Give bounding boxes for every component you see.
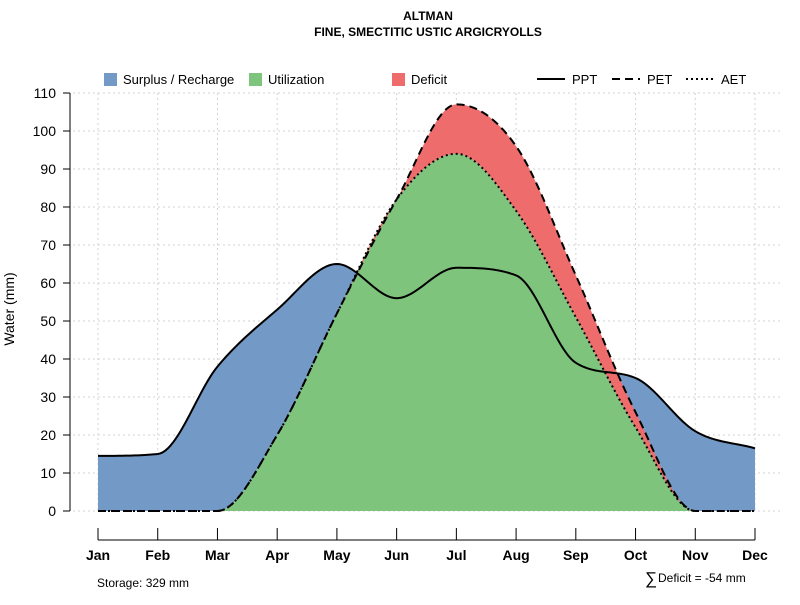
deficit-symbol: ∑: [645, 569, 657, 588]
x-tick-label: Nov: [682, 547, 709, 563]
y-axis-label: Water (mm): [1, 272, 17, 345]
y-tick-label: 20: [40, 427, 56, 443]
x-tick-label: Jul: [446, 547, 466, 563]
legend-swatch: [249, 73, 262, 86]
chart-subtitle: FINE, SMECTITIC USTIC ARGICRYOLLS: [314, 25, 542, 39]
x-tick-label: Apr: [265, 547, 290, 563]
y-tick-label: 70: [40, 237, 56, 253]
chart-title: ALTMAN: [403, 9, 453, 23]
series-line-ppt: [97, 262, 756, 457]
x-tick-label: Jan: [86, 547, 110, 563]
x-tick-label: Sep: [563, 547, 589, 563]
axes: 0 10 20 30 40 50 60 70 80 90 100 110 Jan Feb Mar Apr May…: [33, 85, 768, 563]
y-tick-label: 50: [40, 313, 56, 329]
legend-swatch: [104, 73, 117, 86]
y-tick-label: 40: [40, 351, 56, 367]
legend-label: Utilization: [268, 72, 324, 87]
legend-label: PET: [647, 72, 672, 87]
deficit-annotation: Deficit = -54 mm: [658, 571, 746, 585]
storage-annotation: Storage: 329 mm: [97, 576, 189, 590]
x-tick-label: Jun: [384, 547, 409, 563]
utilization-area: [98, 153, 755, 512]
x-tick-label: Oct: [624, 547, 648, 563]
y-tick-label: 80: [40, 199, 56, 215]
y-tick-label: 110: [34, 85, 57, 101]
legend: Surplus / Recharge Utilization Deficit PPT P…: [104, 72, 746, 87]
x-tick-label: May: [323, 547, 350, 563]
x-tick-label: Dec: [742, 547, 768, 563]
y-tick-label: 90: [40, 161, 56, 177]
y-tick-label: 10: [40, 465, 56, 481]
y-tick-label: 100: [33, 123, 57, 139]
legend-label: PPT: [572, 72, 597, 87]
series-lines: [97, 103, 756, 512]
x-tick-label: Aug: [502, 547, 529, 563]
legend-label: AET: [721, 72, 746, 87]
x-tick-label: Mar: [205, 547, 230, 563]
legend-swatch: [392, 73, 405, 86]
x-tick-label: Feb: [145, 547, 170, 563]
y-tick-label: 60: [40, 275, 56, 291]
legend-label: Deficit: [411, 72, 448, 87]
y-tick-label: 0: [48, 503, 56, 519]
y-tick-label: 30: [40, 389, 56, 405]
area-fills: [98, 104, 755, 512]
legend-label: Surplus / Recharge: [123, 72, 234, 87]
series-line-pet: [98, 103, 755, 512]
